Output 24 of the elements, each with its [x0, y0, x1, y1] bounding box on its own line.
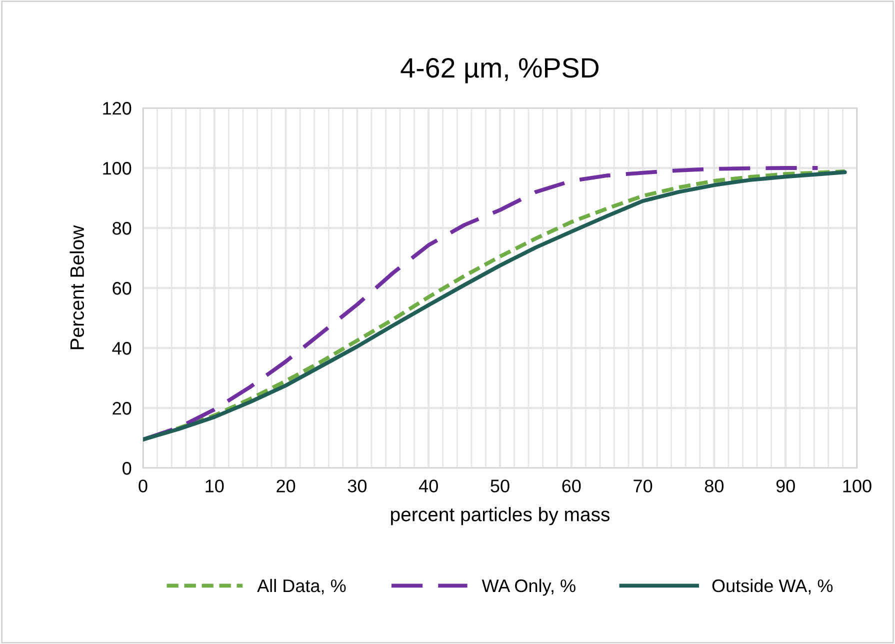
chart-title: 4-62 µm, %PSD: [400, 58, 599, 84]
x-tick-label: 20: [276, 480, 296, 492]
x-tick-label: 60: [562, 480, 581, 492]
x-tick-label: 50: [490, 480, 510, 492]
y-axis-title: Percent Below: [70, 225, 84, 350]
x-tick-label: 100: [843, 480, 872, 492]
y-tick-label: 40: [112, 342, 132, 355]
x-tick-label: 80: [704, 480, 724, 492]
x-tick-label: 70: [634, 480, 652, 492]
x-axis-title: percent particles by mass: [391, 507, 610, 526]
y-tick-label: 20: [112, 402, 132, 415]
y-tick-label: 60: [112, 282, 132, 295]
y-tick-label: 80: [112, 222, 132, 235]
legend-label: WA Only, %: [482, 578, 576, 596]
legend-label: Outside WA, %: [712, 578, 833, 594]
y-tick-label: 100: [103, 162, 132, 175]
legend-label: All Data, %: [257, 578, 346, 594]
y-tick-label: 0: [122, 462, 132, 475]
x-tick-label: 30: [348, 480, 367, 492]
x-tick-label: 40: [418, 480, 438, 492]
x-tick-label: 0: [138, 480, 148, 492]
y-tick-label: 120: [103, 102, 132, 115]
x-tick-label: 90: [776, 480, 795, 492]
x-tick-label: 10: [206, 480, 224, 492]
